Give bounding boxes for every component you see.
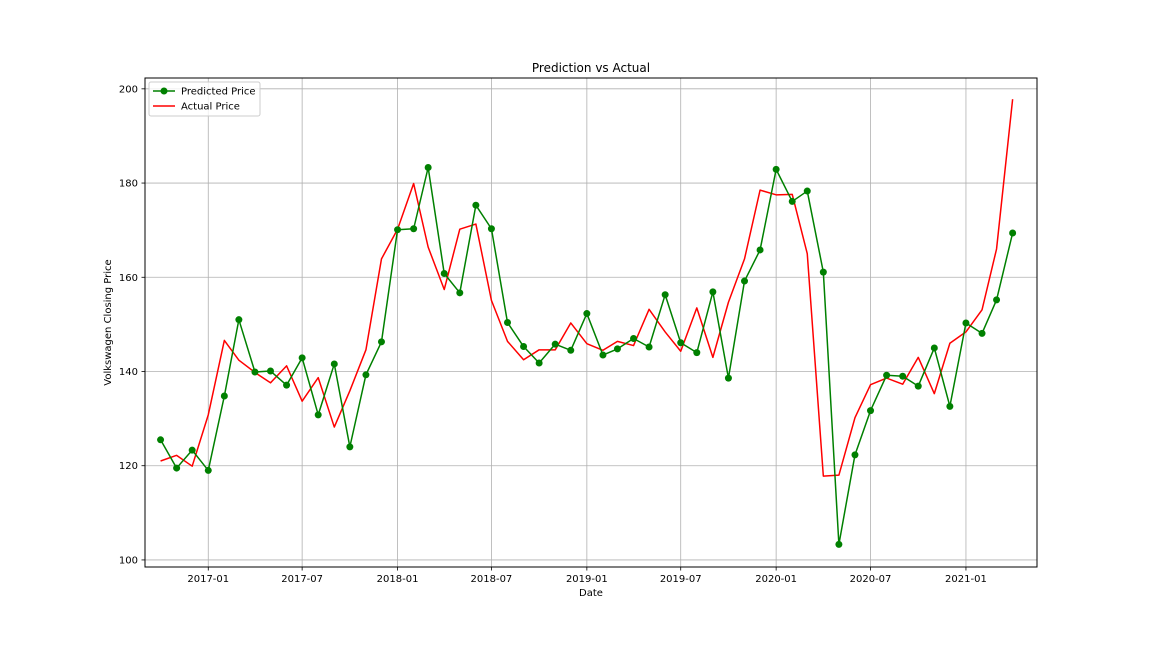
data-point-predicted-price — [362, 371, 370, 379]
y-tick-label: 160 — [119, 273, 138, 284]
data-point-predicted-price — [410, 225, 418, 233]
y-tick-label: 180 — [119, 179, 138, 190]
data-point-predicted-price — [788, 197, 796, 205]
data-point-predicted-price — [867, 407, 875, 415]
data-point-predicted-price — [851, 451, 859, 459]
data-point-predicted-price — [251, 368, 259, 376]
y-tick-label: 200 — [119, 84, 138, 95]
data-point-predicted-price — [772, 165, 780, 173]
y-tick-label: 140 — [119, 367, 138, 378]
x-axis-title: Date — [579, 588, 603, 599]
data-point-predicted-price — [551, 340, 559, 348]
series-layer — [157, 99, 1017, 548]
data-point-predicted-price — [204, 466, 212, 474]
data-point-predicted-price — [235, 316, 243, 324]
data-point-predicted-price — [394, 226, 402, 234]
data-point-predicted-price — [1009, 229, 1017, 237]
x-tick-label: 2019-07 — [660, 574, 702, 585]
data-point-predicted-price — [346, 443, 354, 451]
legend-label-predicted-price: Predicted Price — [181, 87, 256, 98]
x-tick-label: 2017-07 — [281, 574, 323, 585]
data-point-predicted-price — [188, 446, 196, 454]
data-point-predicted-price — [709, 288, 717, 296]
legend: Predicted Price Actual Price — [148, 81, 261, 117]
data-point-predicted-price — [157, 436, 165, 444]
x-tick-label: 2018-01 — [377, 574, 419, 585]
data-point-predicted-price — [899, 372, 907, 380]
data-point-predicted-price — [314, 411, 322, 419]
data-point-predicted-price — [377, 338, 385, 346]
data-point-predicted-price — [756, 246, 764, 254]
data-point-predicted-price — [267, 367, 274, 375]
data-point-predicted-price — [283, 381, 291, 389]
data-point-predicted-price — [613, 345, 621, 353]
chart-title: Prediction vs Actual — [532, 61, 650, 75]
data-point-predicted-price — [567, 346, 575, 354]
data-point-predicted-price — [630, 335, 638, 343]
data-point-predicted-price — [819, 268, 827, 276]
data-point-predicted-price — [440, 270, 448, 278]
data-point-predicted-price — [220, 392, 228, 400]
data-point-predicted-price — [993, 296, 1001, 304]
data-point-predicted-price — [599, 351, 607, 359]
data-point-predicted-price — [583, 310, 591, 318]
data-point-predicted-price — [487, 225, 495, 233]
x-tick-label: 2021-01 — [945, 574, 987, 585]
plot-area-frame — [144, 77, 1038, 568]
data-point-predicted-price — [504, 319, 511, 326]
data-point-predicted-price — [835, 540, 843, 548]
data-point-predicted-price — [693, 349, 701, 357]
data-point-predicted-price — [330, 360, 338, 368]
data-point-predicted-price — [883, 371, 891, 379]
data-point-predicted-price — [520, 343, 528, 351]
x-tick-label: 2020-07 — [850, 574, 892, 585]
data-point-predicted-price — [298, 354, 306, 362]
data-point-predicted-price — [914, 382, 922, 390]
y-tick-label: 120 — [119, 461, 138, 472]
y-tick-label: 100 — [119, 555, 138, 566]
grid-lines — [145, 78, 1037, 567]
data-point-predicted-price — [535, 359, 543, 367]
series-line-actual-price — [160, 99, 1014, 477]
data-point-predicted-price — [962, 319, 970, 327]
data-point-predicted-price — [946, 402, 954, 410]
data-point-predicted-price — [173, 464, 181, 472]
data-point-predicted-price — [741, 277, 749, 285]
data-point-predicted-price — [661, 291, 669, 299]
legend-label-actual-price: Actual Price — [181, 102, 240, 113]
data-point-predicted-price — [424, 164, 432, 172]
axis-ticks: 2017-01 2017-07 2018-01 2018-07 2019-01 2019-… — [119, 84, 987, 585]
x-tick-label: 2017-01 — [187, 574, 229, 585]
data-point-predicted-price — [677, 339, 685, 347]
y-axis-title: Volkswagen Closing Price — [103, 259, 114, 385]
data-point-predicted-price — [803, 187, 811, 195]
x-tick-label: 2018-07 — [471, 574, 513, 585]
data-point-predicted-price — [456, 289, 464, 297]
data-point-predicted-price — [724, 374, 732, 382]
data-point-predicted-price — [472, 201, 480, 209]
x-tick-label: 2020-01 — [755, 574, 797, 585]
x-tick-label: 2019-01 — [566, 574, 608, 585]
data-point-predicted-price — [930, 344, 938, 352]
legend-box — [148, 81, 261, 117]
data-point-predicted-price — [645, 343, 653, 351]
data-point-predicted-price — [978, 329, 986, 337]
legend-marker-predicted-price — [160, 87, 168, 95]
